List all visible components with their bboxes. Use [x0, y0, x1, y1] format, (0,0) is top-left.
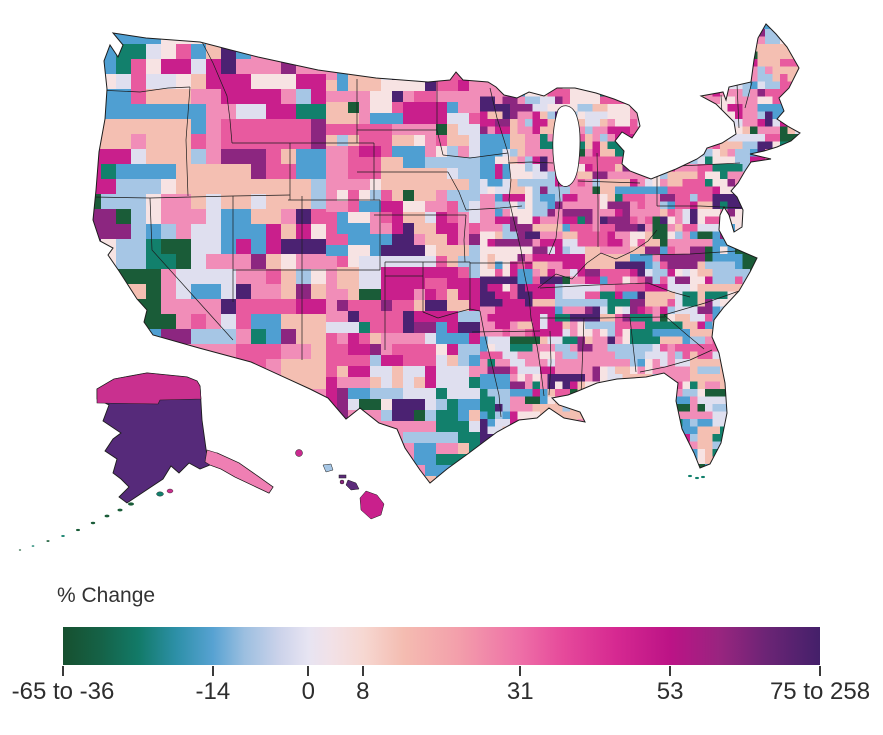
legend-tick-label: 8	[356, 678, 370, 705]
legend-tick	[519, 666, 522, 676]
alaska-inset	[18, 372, 274, 551]
hawaii-inset	[295, 449, 385, 520]
legend-tick	[669, 666, 672, 676]
legend-tick-label: 53	[656, 678, 684, 705]
us-county-choropleth-map	[18, 23, 801, 551]
contiguous-us-outline	[92, 23, 801, 484]
legend-tickrow	[62, 665, 821, 677]
florida-keys	[688, 474, 705, 480]
legend-tick-label: 75 to 258	[769, 678, 871, 705]
legend-tick	[62, 666, 64, 676]
legend-tick	[211, 666, 214, 676]
state-borders	[93, 39, 753, 418]
legend-tick-label: 31	[506, 678, 534, 705]
legend-tick-label: -14	[195, 678, 231, 705]
legend-tick	[361, 666, 364, 676]
lake-michigan	[552, 105, 581, 187]
legend-tick-label: -65 to -36	[11, 678, 115, 705]
legend-title: % Change	[57, 584, 156, 607]
legend-tick-label: 0	[301, 678, 315, 705]
legend-tick	[819, 666, 821, 676]
legend-tick	[307, 666, 310, 676]
legend-colorbar	[63, 627, 820, 665]
legend-labelrow: -65 to -36 -14 0 8 31 53 75 to 258	[12, 678, 870, 712]
